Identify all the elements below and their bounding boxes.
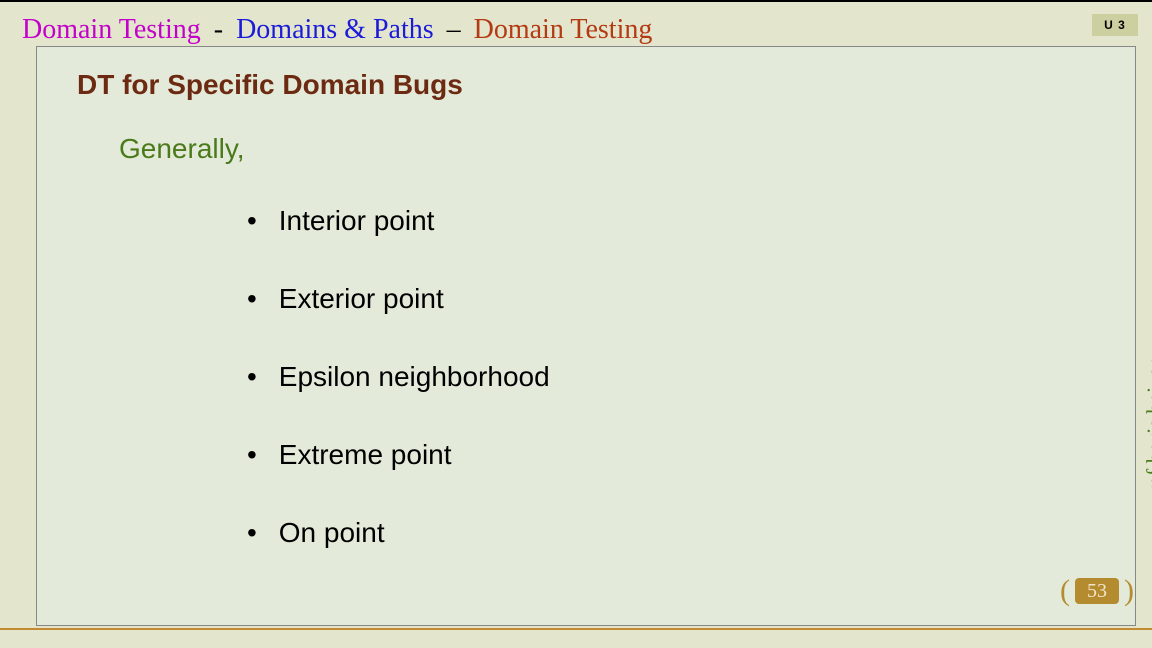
bullet-text: Exterior point bbox=[279, 283, 444, 314]
header-part2: Domains & Paths bbox=[236, 14, 434, 45]
list-item: • Epsilon neighborhood bbox=[247, 361, 1095, 393]
content-box: DT for Specific Domain Bugs Generally, •… bbox=[36, 46, 1136, 626]
bullet-text: Extreme point bbox=[279, 439, 452, 470]
header-dash2: – bbox=[441, 14, 467, 45]
bullet-dot-icon: • bbox=[247, 205, 271, 237]
list-item: • Interior point bbox=[247, 205, 1095, 237]
section-heading: DT for Specific Domain Bugs bbox=[77, 69, 1095, 101]
unit-badge: U 3 bbox=[1092, 14, 1138, 36]
bullet-dot-icon: • bbox=[247, 439, 271, 471]
bullet-text: Epsilon neighborhood bbox=[279, 361, 550, 392]
page-number: 53 bbox=[1075, 578, 1119, 604]
bottom-rule bbox=[0, 628, 1152, 630]
list-item: • On point bbox=[247, 517, 1095, 549]
bracket-left-icon: ( bbox=[1060, 574, 1070, 608]
subheading: Generally, bbox=[119, 133, 1095, 165]
header-part1: Domain Testing bbox=[22, 14, 201, 45]
bullet-dot-icon: • bbox=[247, 361, 271, 393]
bullet-dot-icon: • bbox=[247, 283, 271, 315]
page-badge: ( 53 ) bbox=[1070, 576, 1124, 606]
header-part3: Domain Testing bbox=[474, 14, 653, 45]
slide: Domain Testing - Domains & Paths – Domai… bbox=[0, 0, 1152, 648]
vertical-reference: ref boris beizer bbox=[1142, 360, 1152, 493]
bullet-list: • Interior point • Exterior point • Epsi… bbox=[247, 205, 1095, 549]
list-item: • Exterior point bbox=[247, 283, 1095, 315]
header-dash1: - bbox=[208, 14, 229, 45]
list-item: • Extreme point bbox=[247, 439, 1095, 471]
bullet-text: On point bbox=[279, 517, 385, 548]
top-rule bbox=[0, 0, 1152, 2]
bracket-right-icon: ) bbox=[1124, 574, 1134, 608]
slide-header-title: Domain Testing - Domains & Paths – Domai… bbox=[22, 14, 652, 46]
bullet-text: Interior point bbox=[279, 205, 435, 236]
bullet-dot-icon: • bbox=[247, 517, 271, 549]
